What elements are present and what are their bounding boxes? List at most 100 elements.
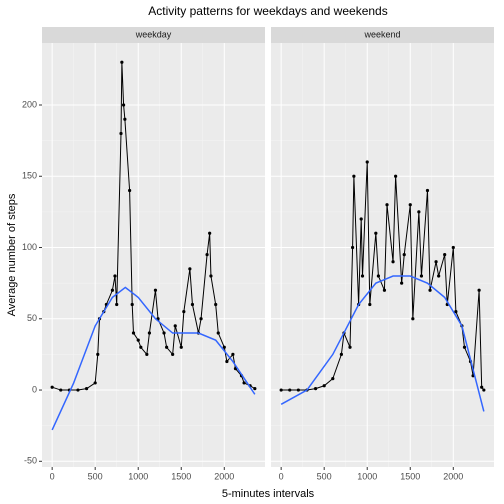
data-point xyxy=(462,345,467,349)
data-point xyxy=(360,274,365,278)
data-point xyxy=(359,217,363,221)
data-point xyxy=(477,288,481,292)
x-tick-label: 2000 xyxy=(214,471,234,481)
data-point xyxy=(385,203,389,207)
data-point xyxy=(128,188,132,193)
data-point xyxy=(59,388,63,392)
data-point xyxy=(242,381,246,385)
data-point xyxy=(451,245,455,250)
x-tick-label: 2000 xyxy=(443,471,463,481)
data-point xyxy=(179,345,183,349)
x-tick-label: 1500 xyxy=(400,471,420,481)
smooth-line xyxy=(280,275,485,412)
data-point xyxy=(209,274,213,278)
data-point xyxy=(222,345,226,349)
data-point xyxy=(382,288,387,292)
data-point xyxy=(205,253,209,257)
data-point xyxy=(84,387,89,391)
data-point xyxy=(131,331,136,335)
x-tick-label: 0 xyxy=(50,471,55,481)
x-tick-label: 500 xyxy=(88,471,103,481)
data-point xyxy=(428,288,432,292)
y-tick-label: 150 xyxy=(22,171,37,181)
chart-title: Activity patterns for weekdays and weeke… xyxy=(148,4,387,18)
x-tick-label: 1000 xyxy=(128,471,148,481)
data-point xyxy=(313,387,318,391)
data-point xyxy=(216,331,220,335)
data-point xyxy=(350,245,355,250)
data-point xyxy=(480,385,484,389)
data-point xyxy=(443,253,447,257)
data-point xyxy=(454,310,458,314)
data-point xyxy=(279,388,283,392)
data-point xyxy=(139,345,143,349)
data-point xyxy=(296,388,300,392)
data-point xyxy=(188,267,192,271)
data-point xyxy=(123,117,127,121)
data-point xyxy=(120,60,124,64)
data-point xyxy=(231,352,235,357)
strip-label: weekend xyxy=(363,29,400,39)
data-point xyxy=(182,310,186,314)
y-tick-label: 50 xyxy=(27,313,37,323)
y-tick-label: -50 xyxy=(24,456,37,466)
data-point xyxy=(417,210,421,214)
data-point xyxy=(130,302,134,307)
panel xyxy=(271,43,494,467)
data-point xyxy=(165,345,169,349)
data-point xyxy=(93,381,97,385)
strip-label: weekday xyxy=(135,29,172,39)
smooth-line xyxy=(51,286,256,431)
data-point xyxy=(76,388,80,392)
data-point xyxy=(121,103,126,107)
data-point xyxy=(173,324,177,328)
x-tick-label: 500 xyxy=(317,471,332,481)
data-point xyxy=(339,352,344,357)
data-point xyxy=(136,338,140,342)
strip xyxy=(42,27,265,43)
x-tick-label: 1500 xyxy=(171,471,191,481)
data-point xyxy=(225,359,229,364)
data-point xyxy=(411,317,415,321)
data-point xyxy=(208,231,212,235)
strip xyxy=(271,27,494,43)
data-point xyxy=(110,288,115,292)
y-tick-label: 0 xyxy=(32,384,37,394)
data-point xyxy=(402,253,406,257)
data-point xyxy=(368,302,372,307)
data-point xyxy=(190,302,195,307)
data-line xyxy=(281,161,485,391)
data-point xyxy=(145,352,149,357)
data-point xyxy=(199,317,203,321)
data-point xyxy=(162,331,166,335)
data-point xyxy=(322,384,326,388)
x-axis-label: 5-minutes intervals xyxy=(222,488,315,500)
data-point xyxy=(425,188,430,193)
data-point xyxy=(348,345,352,349)
data-point xyxy=(147,331,152,335)
data-point xyxy=(408,203,412,207)
data-point xyxy=(394,174,398,178)
data-point xyxy=(96,352,100,357)
data-point xyxy=(391,260,395,264)
data-point xyxy=(119,131,123,136)
data-point xyxy=(365,160,369,164)
data-point xyxy=(153,288,158,292)
data-point xyxy=(419,274,424,278)
y-axis-label: Average number of steps xyxy=(6,193,18,316)
data-point xyxy=(331,377,335,381)
data-point xyxy=(288,388,292,392)
data-point xyxy=(437,274,441,278)
y-tick-label: 200 xyxy=(22,99,37,109)
data-point xyxy=(50,385,54,389)
data-point xyxy=(115,302,119,307)
data-point xyxy=(400,281,404,285)
data-point xyxy=(113,274,117,278)
x-tick-label: 1000 xyxy=(357,471,377,481)
data-point xyxy=(214,302,218,307)
data-point xyxy=(171,352,175,357)
data-point xyxy=(352,174,356,178)
x-tick-label: 0 xyxy=(279,471,284,481)
y-tick-label: 100 xyxy=(22,242,37,252)
